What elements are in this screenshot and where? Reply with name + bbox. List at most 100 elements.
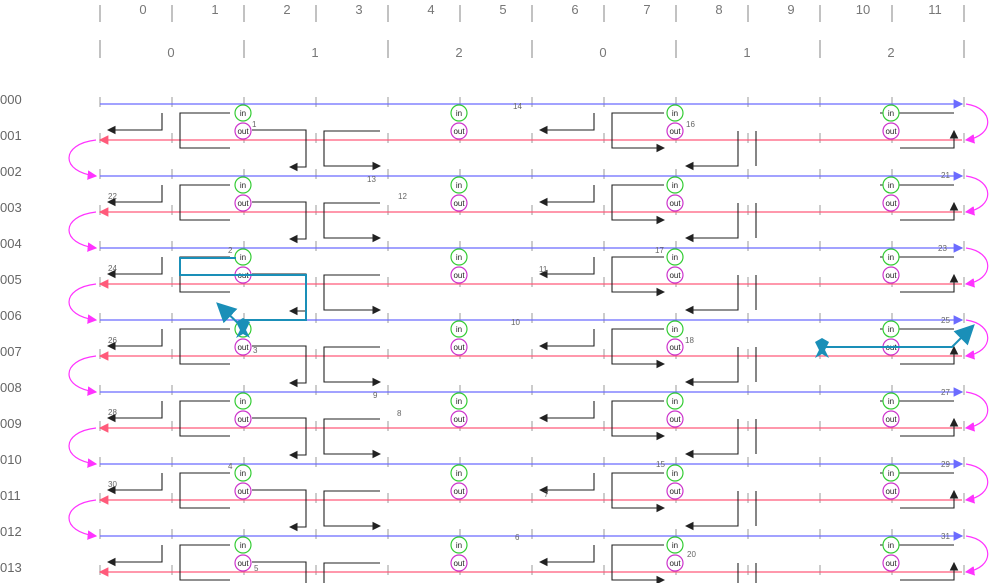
step-number: 23 bbox=[938, 244, 947, 253]
in-port: in bbox=[882, 464, 900, 482]
route-left bbox=[106, 113, 163, 135]
lanes bbox=[98, 99, 964, 577]
ring-label: in bbox=[456, 469, 462, 478]
group-label: 2 bbox=[455, 45, 462, 60]
side-loops bbox=[68, 103, 989, 576]
column-label: 2 bbox=[283, 2, 290, 17]
route-mid bbox=[538, 401, 595, 423]
highlight-path bbox=[179, 257, 975, 358]
out-ring bbox=[234, 194, 252, 212]
in-ring bbox=[234, 536, 252, 554]
route-box bbox=[252, 561, 307, 583]
in-ring bbox=[450, 464, 468, 482]
step-number: 1 bbox=[252, 120, 257, 129]
in-port: in bbox=[450, 392, 468, 410]
route-mid bbox=[538, 473, 595, 495]
column-label: 11 bbox=[928, 2, 942, 17]
highlight-segment bbox=[822, 324, 975, 348]
out-port: out bbox=[882, 554, 900, 572]
route-right bbox=[611, 256, 666, 297]
out-port: out bbox=[450, 482, 468, 500]
in-port: in bbox=[450, 320, 468, 338]
step-number: 16 bbox=[686, 120, 695, 129]
row-label: 009 bbox=[0, 416, 22, 431]
out-port: out bbox=[666, 338, 684, 356]
out-ring bbox=[666, 194, 684, 212]
in-port: in bbox=[882, 104, 900, 122]
row-label: 003 bbox=[0, 200, 22, 215]
ring-label: in bbox=[888, 181, 894, 190]
ring-label: out bbox=[237, 199, 249, 208]
route-far bbox=[900, 201, 959, 221]
ring-label: in bbox=[240, 469, 246, 478]
in-ring bbox=[234, 464, 252, 482]
step-number: 13 bbox=[367, 175, 376, 184]
in-ring bbox=[450, 248, 468, 266]
route-right bbox=[684, 491, 739, 531]
ring-label: out bbox=[669, 271, 681, 280]
in-port: in bbox=[666, 104, 684, 122]
out-port: out bbox=[450, 338, 468, 356]
in-ring bbox=[882, 392, 900, 410]
route-far bbox=[900, 417, 959, 437]
loop-left bbox=[68, 499, 98, 540]
column-labels: 0 1 2 3 4 5 6 7 8 9 10 11 bbox=[139, 2, 941, 17]
in-port: in bbox=[666, 248, 684, 266]
route-box bbox=[179, 112, 230, 149]
in-ring bbox=[666, 320, 684, 338]
column-label: 7 bbox=[643, 2, 650, 17]
out-port: out bbox=[882, 194, 900, 212]
step-number: 31 bbox=[941, 532, 950, 541]
ring-label: out bbox=[885, 271, 897, 280]
in-ring bbox=[450, 536, 468, 554]
ring-label: in bbox=[456, 109, 462, 118]
step-number: 27 bbox=[941, 388, 950, 397]
route-left bbox=[106, 257, 163, 279]
out-port: out bbox=[666, 266, 684, 284]
in-port: in bbox=[234, 536, 252, 554]
in-port: in bbox=[666, 320, 684, 338]
out-ring bbox=[882, 266, 900, 284]
route-box bbox=[179, 544, 230, 581]
route-box bbox=[252, 201, 307, 244]
step-number: 25 bbox=[941, 316, 950, 325]
ring-label: in bbox=[888, 109, 894, 118]
step-number: 30 bbox=[108, 480, 117, 489]
row-label: 006 bbox=[0, 308, 22, 323]
ring-label: in bbox=[672, 181, 678, 190]
out-port: out bbox=[450, 554, 468, 572]
in-port: in bbox=[234, 248, 252, 266]
ring-label: out bbox=[453, 487, 465, 496]
route-far bbox=[900, 129, 959, 149]
ring-label: out bbox=[669, 487, 681, 496]
in-port: in bbox=[450, 536, 468, 554]
route-mid bbox=[323, 418, 382, 459]
ring-label: in bbox=[456, 325, 462, 334]
route-mid bbox=[323, 202, 382, 243]
step-number: 7 bbox=[544, 490, 549, 499]
group-label: 0 bbox=[167, 45, 174, 60]
step-number: 9 bbox=[373, 391, 378, 400]
out-ring bbox=[234, 554, 252, 572]
column-label: 6 bbox=[571, 2, 578, 17]
row-label: 007 bbox=[0, 344, 22, 359]
row-label: 010 bbox=[0, 452, 22, 467]
row-label: 013 bbox=[0, 560, 22, 575]
ring-label: in bbox=[456, 397, 462, 406]
ring-label: in bbox=[456, 181, 462, 190]
out-ring bbox=[450, 338, 468, 356]
out-ring bbox=[234, 122, 252, 140]
ring-label: out bbox=[237, 127, 249, 136]
route-left bbox=[106, 329, 163, 351]
in-ring bbox=[882, 320, 900, 338]
ring-label: out bbox=[453, 415, 465, 424]
out-port: out bbox=[234, 554, 252, 572]
route-mid bbox=[538, 257, 595, 279]
in-ring bbox=[234, 104, 252, 122]
in-port: in bbox=[882, 536, 900, 554]
step-number: 6 bbox=[515, 533, 520, 542]
route-mid bbox=[323, 130, 382, 171]
in-ring bbox=[882, 248, 900, 266]
route-box bbox=[252, 345, 307, 388]
